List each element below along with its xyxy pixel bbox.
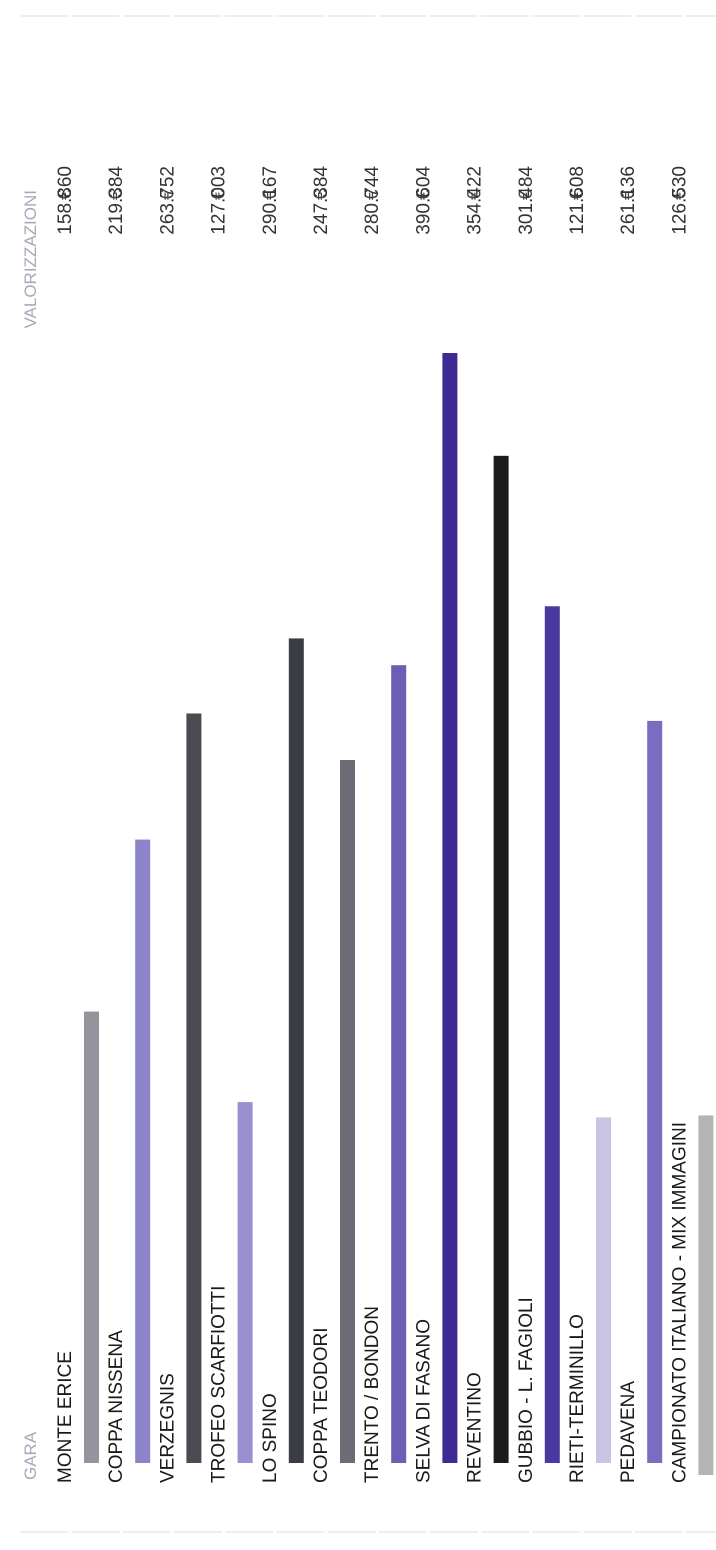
- bar: [647, 720, 663, 1463]
- bar: [340, 759, 355, 1463]
- currency-symbol: €: [106, 189, 127, 200]
- category-label: REVENTINO: [465, 1372, 486, 1483]
- value-label: 121.608: [567, 166, 588, 235]
- category-label: MONTE ERICE: [55, 1351, 76, 1483]
- currency-symbol: €: [260, 189, 281, 200]
- category-label: TRENTO / BONDON: [362, 1306, 383, 1483]
- category-label: GUBBIO - L. FAGIOLI: [516, 1297, 537, 1483]
- category-label: SELVA DI FASANO: [413, 1319, 434, 1483]
- value-label: 219.384: [106, 166, 127, 235]
- bar: [596, 1117, 611, 1463]
- bar: [544, 606, 560, 1463]
- bar: [442, 353, 458, 1463]
- currency-symbol: €: [413, 189, 434, 200]
- category-label: LO SPINO: [260, 1393, 281, 1483]
- value-label: 301.484: [516, 166, 537, 235]
- value-label: 390.604: [413, 166, 434, 235]
- value-label: 247.384: [311, 166, 332, 235]
- currency-symbol: €: [465, 189, 486, 200]
- value-label: 158.860: [55, 166, 76, 235]
- currency-symbol: €: [362, 189, 383, 200]
- value-label: 263.752: [157, 166, 178, 235]
- currency-symbol: €: [311, 189, 332, 200]
- value-label: 280.744: [362, 166, 383, 235]
- category-label: COPPA NISSENA: [106, 1330, 127, 1483]
- value-label: 127.003: [209, 166, 230, 235]
- value-label: 126.530: [669, 166, 690, 235]
- bar: [698, 1115, 714, 1475]
- bar: [237, 1102, 253, 1463]
- currency-symbol: €: [669, 189, 690, 200]
- value-label: 261.136: [618, 166, 639, 235]
- header-gara: GARA: [21, 1431, 40, 1480]
- category-label: VERZEGNIS: [157, 1373, 178, 1483]
- category-label: RIETI-TERMINILLO: [567, 1314, 588, 1483]
- category-label: COPPA TEODORI: [311, 1327, 332, 1483]
- value-label: 354.422: [465, 166, 486, 235]
- currency-symbol: €: [209, 189, 230, 200]
- bar: [84, 1011, 99, 1463]
- currency-symbol: €: [55, 189, 76, 200]
- header-valorizzazioni: VALORIZZAZIONI: [21, 190, 40, 329]
- bar: [391, 665, 407, 1463]
- bar: [493, 455, 509, 1463]
- currency-symbol: €: [516, 189, 537, 200]
- category-label: PEDAVENA: [618, 1381, 639, 1483]
- category-label: TROFEO SCARFIOTTI: [209, 1286, 230, 1483]
- currency-symbol: €: [567, 189, 588, 200]
- currency-symbol: €: [157, 189, 178, 200]
- value-label: 290.167: [260, 166, 281, 235]
- bar: [186, 713, 202, 1463]
- bar: [135, 839, 151, 1463]
- category-label: CAMPIONATO ITALIANO - MIX IMMAGINI: [669, 1122, 690, 1483]
- currency-symbol: €: [618, 189, 639, 200]
- bar: [288, 638, 304, 1463]
